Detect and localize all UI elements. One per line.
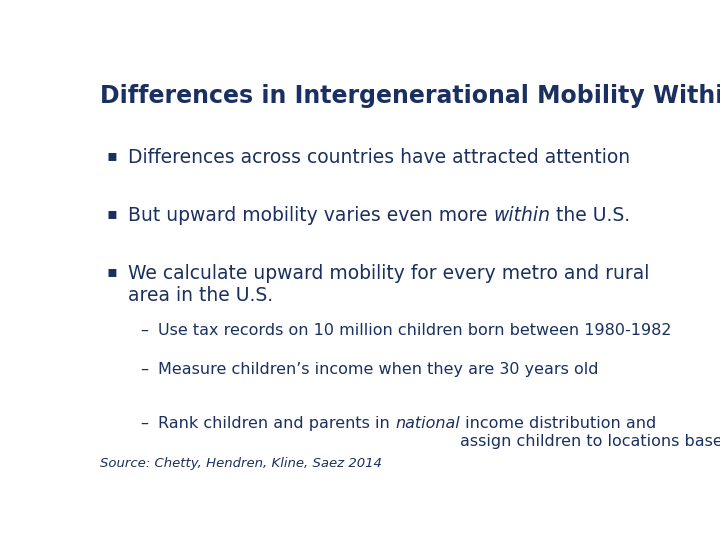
Text: ▪: ▪ <box>107 148 117 163</box>
Text: –: – <box>140 416 148 431</box>
Text: ▪: ▪ <box>107 206 117 221</box>
Text: Rank children and parents in: Rank children and parents in <box>158 416 395 431</box>
Text: We calculate upward mobility for every metro and rural
area in the U.S.: We calculate upward mobility for every m… <box>128 265 649 306</box>
Text: ▪: ▪ <box>107 265 117 279</box>
Text: –: – <box>140 362 148 377</box>
Text: Differences across countries have attracted attention: Differences across countries have attrac… <box>128 148 630 167</box>
Text: Measure children’s income when they are 30 years old: Measure children’s income when they are … <box>158 362 598 377</box>
Text: Source: Chetty, Hendren, Kline, Saez 2014: Source: Chetty, Hendren, Kline, Saez 201… <box>100 457 382 470</box>
Text: Use tax records on 10 million children born between 1980-1982: Use tax records on 10 million children b… <box>158 322 672 338</box>
Text: But upward mobility varies even more: But upward mobility varies even more <box>128 206 493 225</box>
Text: Differences in Intergenerational Mobility Within the U.S.: Differences in Intergenerational Mobilit… <box>100 84 720 107</box>
Text: within: within <box>493 206 551 225</box>
Text: national: national <box>395 416 459 431</box>
Text: the U.S.: the U.S. <box>551 206 631 225</box>
Text: income distribution and
assign children to locations based on where they grew up: income distribution and assign children … <box>459 416 720 449</box>
Text: –: – <box>140 322 148 338</box>
